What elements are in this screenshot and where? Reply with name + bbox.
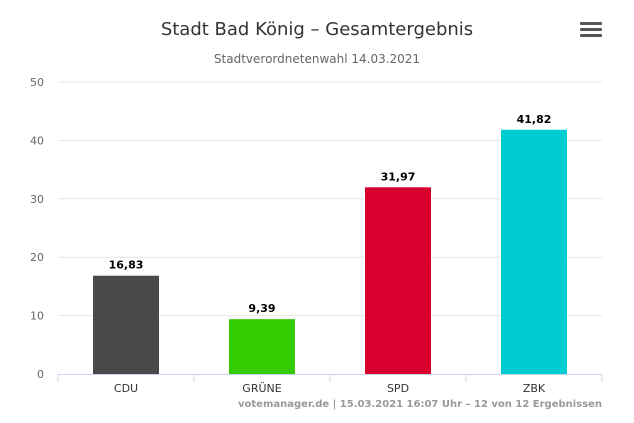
chart-subtitle: Stadtverordnetenwahl 14.03.2021 — [214, 52, 420, 66]
bar-spd[interactable] — [365, 187, 431, 374]
data-label: 41,82 — [517, 113, 552, 126]
y-tick-label: 20 — [30, 251, 44, 264]
bars: 16,83 9,39 31,97 41,82 — [93, 113, 567, 374]
y-tick-label: 50 — [30, 76, 44, 89]
bar-zbk[interactable] — [501, 129, 567, 374]
chart-credits: votemanager.de | 15.03.2021 16:07 Uhr – … — [238, 399, 602, 410]
x-tick-label: ZBK — [523, 382, 546, 395]
bar-cdu[interactable] — [93, 275, 159, 374]
hamburger-menu-icon[interactable] — [580, 22, 602, 42]
y-axis: 0 10 20 30 40 50 — [30, 76, 44, 381]
data-label: 31,97 — [381, 170, 416, 183]
y-tick-label: 0 — [37, 368, 44, 381]
y-tick-label: 30 — [30, 193, 44, 206]
data-label: 16,83 — [109, 259, 144, 272]
bar-grüne[interactable] — [229, 319, 295, 374]
y-tick-label: 10 — [30, 310, 44, 323]
data-label: 9,39 — [248, 302, 275, 315]
x-tick-label: CDU — [114, 382, 138, 395]
chart-title: Stadt Bad König – Gesamtergebnis — [161, 19, 473, 40]
x-axis: CDU GRÜNE SPD ZBK — [57, 374, 603, 395]
x-tick-label: SPD — [387, 382, 409, 395]
y-tick-label: 40 — [30, 134, 44, 147]
x-tick-label: GRÜNE — [242, 382, 281, 395]
